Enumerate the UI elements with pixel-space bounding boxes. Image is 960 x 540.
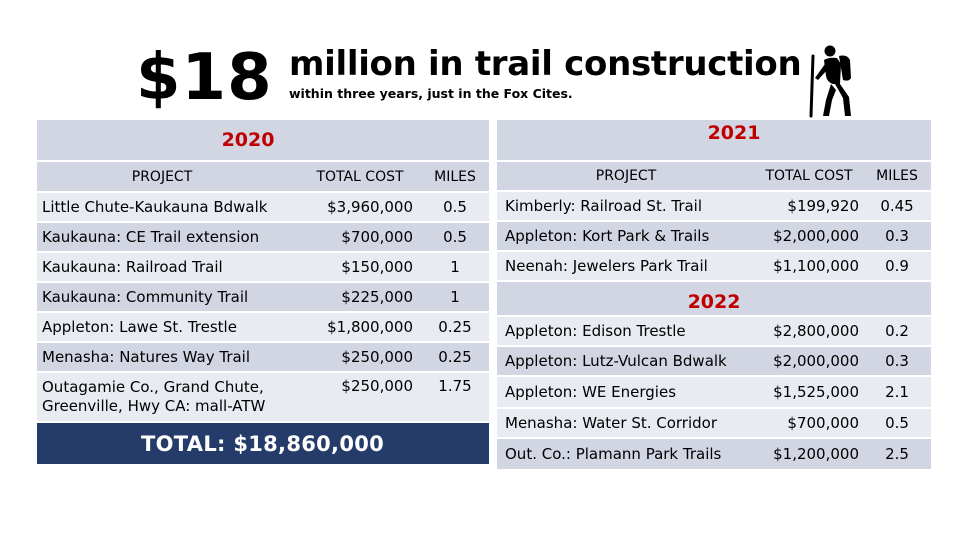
project-cost: $1,100,000: [755, 251, 863, 282]
project-miles: 0.9: [863, 251, 932, 282]
project-miles: 1: [421, 252, 490, 283]
project-miles: 0.5: [421, 222, 490, 253]
project-miles: 2.1: [863, 376, 932, 409]
col-header-total-cost: TOTAL COST: [755, 161, 863, 192]
project-name: Appleton: Lutz-Vulcan Bdwalk: [497, 346, 755, 377]
project-name: Outagamie Co., Grand Chute, Greenville, …: [37, 372, 289, 423]
year-header-2021: 2021: [497, 120, 932, 162]
project-name: Appleton: WE Energies: [497, 376, 755, 409]
year-label-2021: 2021: [497, 120, 932, 162]
column-header-row: PROJECT TOTAL COST MILES: [37, 161, 490, 193]
project-cost: $2,000,000: [755, 346, 863, 377]
table-row: Menasha: Natures Way Trail $250,000 0.25: [37, 342, 490, 373]
project-cost: $250,000: [289, 342, 421, 373]
table-2021-2022: 2021 PROJECT TOTAL COST MILES Kimberly: …: [497, 120, 932, 469]
project-cost: $1,800,000: [289, 312, 421, 343]
project-name: Little Chute-Kaukauna Bdwalk: [37, 192, 289, 223]
project-miles: 0.5: [863, 408, 932, 439]
project-name: Kaukauna: CE Trail extension: [37, 222, 289, 253]
total-row: TOTAL: $18,860,000: [37, 422, 490, 464]
project-cost: $199,920: [755, 191, 863, 222]
project-miles: 0.25: [421, 312, 490, 343]
table-row: Kimberly: Railroad St. Trail $199,920 0.…: [497, 191, 932, 222]
project-name: Kimberly: Railroad St. Trail: [497, 191, 755, 222]
project-miles: 0.5: [421, 192, 490, 223]
col-header-miles: MILES: [421, 161, 490, 193]
project-cost: $1,200,000: [755, 438, 863, 469]
headline-subtitle: within three years, just in the Fox Cite…: [289, 86, 573, 101]
headline-amount: $18: [136, 41, 273, 115]
project-name: Kaukauna: Railroad Trail: [37, 252, 289, 283]
year-header-2020: 2020: [37, 120, 490, 162]
project-name: Out. Co.: Plamann Park Trails: [497, 438, 755, 469]
col-header-project: PROJECT: [37, 161, 289, 193]
year-label-2020: 2020: [37, 120, 490, 162]
table-row: Appleton: Edison Trestle $2,800,000 0.2: [497, 316, 932, 347]
project-name: Appleton: Kort Park & Trails: [497, 221, 755, 252]
table-2020: 2020 PROJECT TOTAL COST MILES Little Chu…: [37, 120, 490, 464]
table-row: Appleton: Lutz-Vulcan Bdwalk $2,000,000 …: [497, 346, 932, 377]
year-label-2022: 2022: [497, 281, 932, 317]
grand-total: TOTAL: $18,860,000: [37, 422, 490, 464]
project-cost: $225,000: [289, 282, 421, 313]
table-row: Appleton: Lawe St. Trestle $1,800,000 0.…: [37, 312, 490, 343]
col-header-total-cost: TOTAL COST: [289, 161, 421, 193]
project-name: Menasha: Natures Way Trail: [37, 342, 289, 373]
project-cost: $3,960,000: [289, 192, 421, 223]
table-row: Neenah: Jewelers Park Trail $1,100,000 0…: [497, 251, 932, 282]
project-name: Menasha: Water St. Corridor: [497, 408, 755, 439]
project-miles: 0.25: [421, 342, 490, 373]
table-row: Kaukauna: Railroad Trail $150,000 1: [37, 252, 490, 283]
project-cost: $2,000,000: [755, 221, 863, 252]
project-name: Appleton: Edison Trestle: [497, 316, 755, 347]
project-cost: $700,000: [289, 222, 421, 253]
project-miles: 0.45: [863, 191, 932, 222]
col-header-miles: MILES: [863, 161, 932, 192]
table-row: Little Chute-Kaukauna Bdwalk $3,960,000 …: [37, 192, 490, 223]
project-cost: $150,000: [289, 252, 421, 283]
hiker-icon: [809, 45, 851, 118]
project-cost: $700,000: [755, 408, 863, 439]
project-miles: 0.3: [863, 221, 932, 252]
col-header-project: PROJECT: [497, 161, 755, 192]
table-row: Out. Co.: Plamann Park Trails $1,200,000…: [497, 438, 932, 469]
year-header-2022: 2022: [497, 281, 932, 317]
table-row: Menasha: Water St. Corridor $700,000 0.5: [497, 408, 932, 439]
headline-title: million in trail construction: [289, 44, 802, 84]
project-name: Kaukauna: Community Trail: [37, 282, 289, 313]
table-row: Kaukauna: CE Trail extension $700,000 0.…: [37, 222, 490, 253]
project-name: Appleton: Lawe St. Trestle: [37, 312, 289, 343]
project-name: Neenah: Jewelers Park Trail: [497, 251, 755, 282]
project-miles: 1.75: [421, 372, 490, 423]
table-row: Kaukauna: Community Trail $225,000 1: [37, 282, 490, 313]
table-row: Outagamie Co., Grand Chute, Greenville, …: [37, 372, 490, 423]
project-miles: 0.2: [863, 316, 932, 347]
table-row: Appleton: WE Energies $1,525,000 2.1: [497, 376, 932, 409]
project-miles: 1: [421, 282, 490, 313]
project-cost: $2,800,000: [755, 316, 863, 347]
project-cost: $1,525,000: [755, 376, 863, 409]
table-row: Appleton: Kort Park & Trails $2,000,000 …: [497, 221, 932, 252]
project-miles: 0.3: [863, 346, 932, 377]
project-miles: 2.5: [863, 438, 932, 469]
column-header-row: PROJECT TOTAL COST MILES: [497, 161, 932, 192]
project-cost: $250,000: [289, 372, 421, 423]
